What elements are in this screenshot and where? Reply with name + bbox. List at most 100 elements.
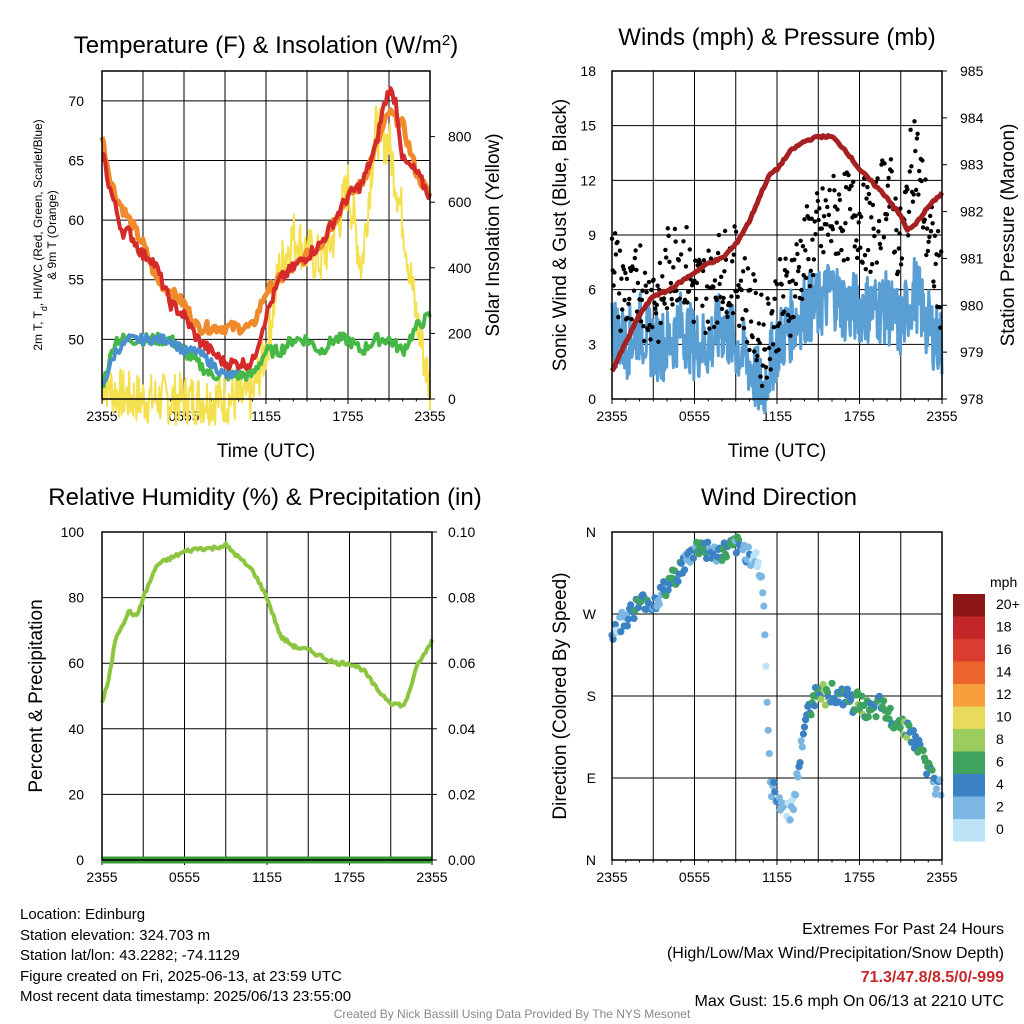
- gust-point: [893, 196, 898, 201]
- wind-direction-point: [762, 662, 770, 670]
- wind-direction-point: [931, 790, 940, 798]
- y-tick-label: 70: [68, 93, 84, 109]
- wind-direction-point: [662, 592, 670, 600]
- x-tick-label: 2355: [416, 869, 447, 885]
- gust-point: [898, 206, 903, 211]
- gust-point: [897, 231, 902, 236]
- chart-title: Winds (mph) & Pressure (mb): [618, 24, 935, 51]
- gust-point: [884, 217, 889, 222]
- gust-point: [837, 197, 843, 203]
- legend-label: 8: [996, 731, 1004, 747]
- legend-swatch: [953, 639, 985, 662]
- windchill-line: [100, 332, 240, 386]
- gust-point: [871, 226, 876, 231]
- gust-point: [737, 323, 742, 328]
- wind-direction-point: [798, 743, 806, 751]
- y-tick-label: 40: [68, 721, 84, 737]
- gust-point: [777, 257, 783, 262]
- gust-point: [649, 287, 654, 293]
- gust-point: [641, 324, 646, 329]
- y-axis-label-left-line2: & 9m T (Orange): [45, 190, 59, 280]
- x-tick-label: 1755: [844, 408, 875, 424]
- gust-point: [858, 214, 864, 219]
- y-tick-label: 65: [68, 152, 84, 168]
- gust-point: [799, 287, 804, 293]
- gust-point: [759, 292, 764, 297]
- gust-point: [766, 301, 771, 306]
- gust-point: [777, 321, 782, 326]
- gust-point: [812, 219, 817, 224]
- gust-point: [625, 315, 630, 321]
- gust-point: [894, 228, 899, 233]
- gust-point: [770, 309, 775, 314]
- gust-point: [774, 282, 780, 287]
- gust-point: [909, 164, 914, 169]
- gust-point: [658, 320, 663, 326]
- gust-point: [821, 250, 826, 255]
- gust-point: [807, 283, 813, 289]
- y-tick-label: 100: [61, 524, 85, 540]
- gust-point: [783, 256, 788, 261]
- gust-point: [809, 216, 814, 221]
- gust-point: [740, 316, 745, 322]
- gust-point: [731, 252, 736, 257]
- y-axis-label-left: Direction (Colored By Speed): [550, 572, 571, 819]
- gust-point: [750, 334, 755, 340]
- gust-point: [832, 204, 838, 209]
- y-axis-label-right: Station Pressure (Maroon): [998, 124, 1019, 347]
- gust-point: [734, 288, 740, 294]
- chart-title: Wind Direction: [701, 484, 857, 511]
- gust-point: [913, 187, 919, 193]
- gust-point: [781, 309, 787, 314]
- gust-point: [649, 324, 655, 330]
- legend-swatch: [953, 706, 985, 729]
- gust-point: [810, 272, 816, 278]
- gust-point: [615, 239, 620, 245]
- wind-direction-point: [905, 721, 913, 730]
- y-right-tick-label: 800: [448, 129, 472, 145]
- gust-point: [870, 202, 876, 208]
- gust-point: [913, 148, 918, 154]
- elevation-text: Station elevation: 324.703 m: [20, 926, 211, 944]
- wind-direction-point: [919, 746, 927, 755]
- gust-point: [817, 206, 822, 211]
- gust-point: [884, 212, 890, 217]
- gust-point: [907, 169, 912, 174]
- gust-point: [867, 200, 872, 205]
- gust-point: [739, 287, 744, 293]
- y-tick-label: 0: [76, 852, 84, 868]
- legend-label: 12: [996, 686, 1012, 702]
- wind-direction-point: [764, 726, 772, 734]
- relative-humidity-line: [100, 541, 434, 709]
- gust-point: [748, 319, 754, 324]
- gust-point: [874, 260, 879, 265]
- gust-point: [771, 325, 777, 330]
- gust-point: [865, 184, 870, 190]
- y-right-tick-label: 984: [960, 110, 984, 126]
- y-right-tick-label: 980: [960, 297, 984, 313]
- gust-point: [821, 214, 827, 219]
- y-axis-label-left: Percent & Precipitation: [26, 599, 47, 792]
- y-right-tick-label: 983: [960, 157, 984, 173]
- gust-point: [814, 191, 820, 196]
- gust-point: [852, 244, 857, 249]
- y-tick-label: N: [586, 852, 596, 868]
- wind-direction-point: [611, 620, 619, 629]
- gust-point: [730, 259, 735, 264]
- gust-point: [733, 229, 739, 234]
- chart-title: Temperature (F) & Insolation (W/m2): [74, 32, 458, 60]
- gust-point: [899, 256, 905, 261]
- temperature-line: [101, 86, 432, 372]
- gust-point: [763, 365, 769, 370]
- gust-point: [673, 239, 678, 244]
- gust-point: [843, 221, 848, 226]
- gust-point: [677, 296, 682, 301]
- gust-point: [876, 218, 882, 224]
- wind-direction-point: [754, 558, 762, 566]
- x-tick-label: 1155: [762, 408, 792, 424]
- gust-point: [668, 280, 674, 286]
- gust-point: [869, 262, 875, 267]
- y-tick-label: 55: [68, 272, 84, 288]
- gust-point: [722, 228, 728, 234]
- gust-point: [793, 281, 799, 286]
